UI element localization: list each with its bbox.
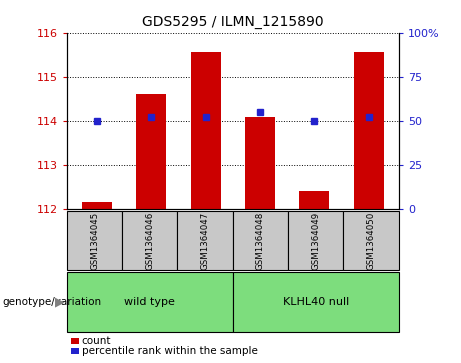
Text: GSM1364045: GSM1364045 xyxy=(90,211,99,270)
Text: percentile rank within the sample: percentile rank within the sample xyxy=(82,346,258,356)
Text: GSM1364046: GSM1364046 xyxy=(145,211,154,270)
Bar xyxy=(300,191,330,209)
Bar xyxy=(245,117,275,209)
Bar xyxy=(354,53,384,209)
Text: genotype/variation: genotype/variation xyxy=(2,297,101,307)
Text: wild type: wild type xyxy=(124,297,175,307)
Text: GSM1364048: GSM1364048 xyxy=(256,211,265,270)
Title: GDS5295 / ILMN_1215890: GDS5295 / ILMN_1215890 xyxy=(142,15,324,29)
Text: GSM1364047: GSM1364047 xyxy=(201,211,210,270)
Text: KLHL40 null: KLHL40 null xyxy=(283,297,349,307)
Bar xyxy=(136,94,166,209)
Text: count: count xyxy=(82,336,111,346)
Text: GSM1364049: GSM1364049 xyxy=(311,211,320,270)
Text: GSM1364050: GSM1364050 xyxy=(366,211,376,270)
Bar xyxy=(191,53,220,209)
Bar xyxy=(82,202,112,209)
Text: ▶: ▶ xyxy=(55,296,65,309)
